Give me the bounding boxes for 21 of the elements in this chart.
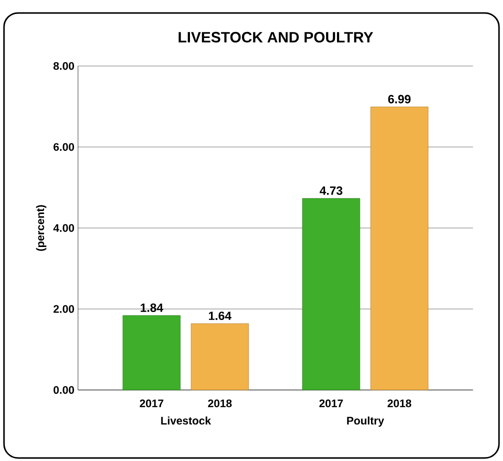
y-tick-label: 0.00 [54,386,74,394]
x-tick-label: Poultry [347,416,384,427]
data-label: 1.84 [140,303,164,312]
y-tick-label: 2.00 [54,305,74,313]
series-label: 2018 [208,400,232,408]
y-tick-label: 8.00 [54,62,74,70]
text: 2018 [388,400,412,408]
data-label: 1.64 [208,312,232,320]
y-tick-label: 4.00 [53,224,74,232]
bar [370,106,428,390]
data-label: 6.99 [388,94,411,104]
bar [302,198,360,390]
y-axis-title: (percent) [36,205,46,251]
x-tick-label: Livestock [161,416,212,425]
data-label: 4.73 [320,186,342,195]
text: 2017 [319,400,343,408]
chart-title: LIVESTOCK AND POULTRY [178,32,374,42]
y-tick-label: 6.00 [54,143,74,151]
series-label: 2017 [140,400,164,408]
bar [190,323,249,390]
bar [122,315,181,390]
